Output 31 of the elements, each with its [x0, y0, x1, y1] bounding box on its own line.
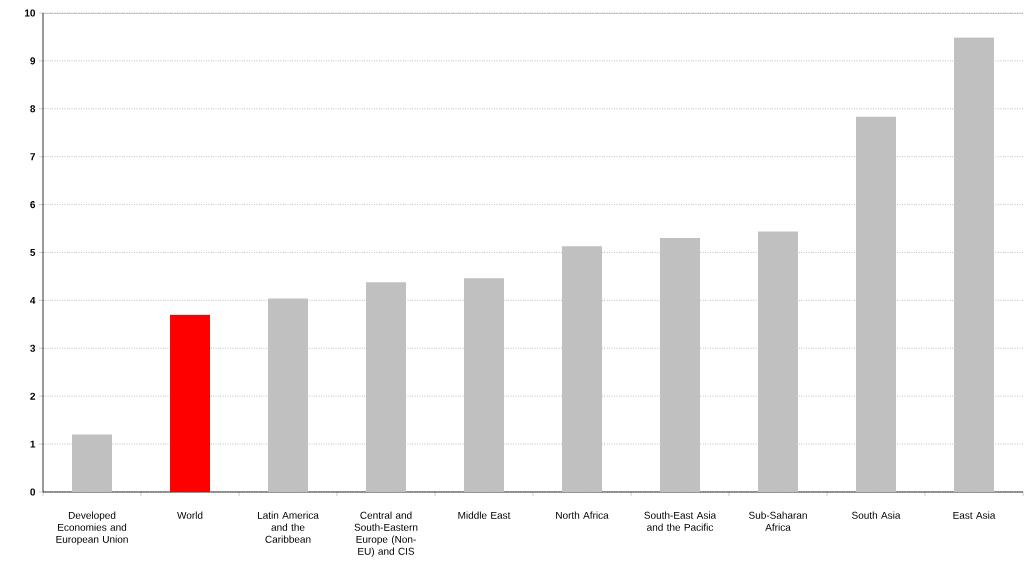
bar: [268, 298, 309, 492]
bar: [856, 116, 896, 492]
x-tick-label: Sub-Saharan Africa: [748, 511, 807, 531]
x-tick-label: Developed Economies and European Union: [56, 511, 128, 545]
bar: [170, 314, 211, 492]
x-tick-label: World: [177, 511, 203, 519]
bar: [758, 231, 798, 492]
y-tick-label: 9: [30, 57, 36, 65]
bar: [660, 238, 700, 492]
x-tick-label: North Africa: [556, 511, 609, 519]
bar: [954, 37, 994, 492]
y-tick-label: 8: [30, 105, 36, 113]
x-tick-label: South Asia: [852, 511, 901, 519]
y-tick-label: 1: [30, 440, 36, 448]
y-tick-label: 2: [30, 392, 36, 400]
y-tick-label: 0: [30, 488, 36, 496]
y-tick-label: 3: [30, 344, 36, 352]
bar: [562, 246, 602, 492]
x-tick-label: East Asia: [953, 511, 996, 519]
y-tick-label: 7: [30, 153, 36, 161]
bar: [366, 282, 406, 492]
bar: [72, 434, 113, 492]
y-tick-label: 5: [30, 249, 36, 256]
x-tick-label: Middle East: [458, 511, 511, 519]
y-tick-label: 6: [30, 201, 36, 209]
y-tick-label: 4: [30, 296, 36, 304]
x-tick-label: Latin America and the Caribbean: [257, 511, 319, 543]
x-tick-label: South-East Asia and the Pacific: [644, 511, 717, 531]
x-tick-label: Central and South-Eastern Europe (Non-EU) and CIS: [354, 511, 418, 557]
bar: [464, 278, 505, 492]
y-tick-label: 10: [24, 9, 36, 17]
